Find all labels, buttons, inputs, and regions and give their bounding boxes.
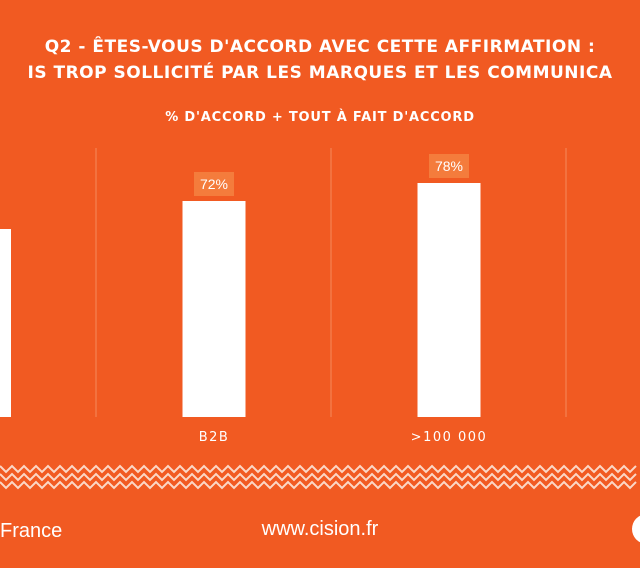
bar-chart: 72% 78% B2B >100 000 — [0, 148, 567, 445]
zigzag-line-3 — [0, 480, 637, 490]
zigzag-line-2 — [0, 472, 637, 482]
category-label: >100 000 — [411, 430, 488, 445]
data-label: 72% — [200, 176, 228, 192]
bar — [417, 183, 481, 417]
chart-title: Q2 - ÊTES-VOUS D'ACCORD AVEC CETTE AFFIR… — [0, 34, 640, 86]
footer-website-link[interactable]: www.cision.fr — [261, 518, 379, 540]
chart-subtitle: % D'ACCORD + TOUT À FAIT D'ACCORD — [165, 110, 475, 125]
zigzag-divider — [0, 464, 637, 490]
data-label-bg — [429, 154, 469, 178]
cision-logo-icon — [632, 514, 640, 544]
title-line-2: IS TROP SOLLICITÉ PAR LES MARQUES ET LES… — [27, 63, 613, 83]
zigzag-line-1 — [0, 464, 637, 474]
category-label: B2B — [199, 430, 230, 445]
data-label: 78% — [435, 158, 463, 174]
footer-country: France — [0, 520, 63, 542]
bar — [182, 201, 246, 417]
bar-partial — [0, 229, 11, 417]
title-line-1: Q2 - ÊTES-VOUS D'ACCORD AVEC CETTE AFFIR… — [44, 37, 596, 57]
data-label-bg — [194, 172, 234, 196]
